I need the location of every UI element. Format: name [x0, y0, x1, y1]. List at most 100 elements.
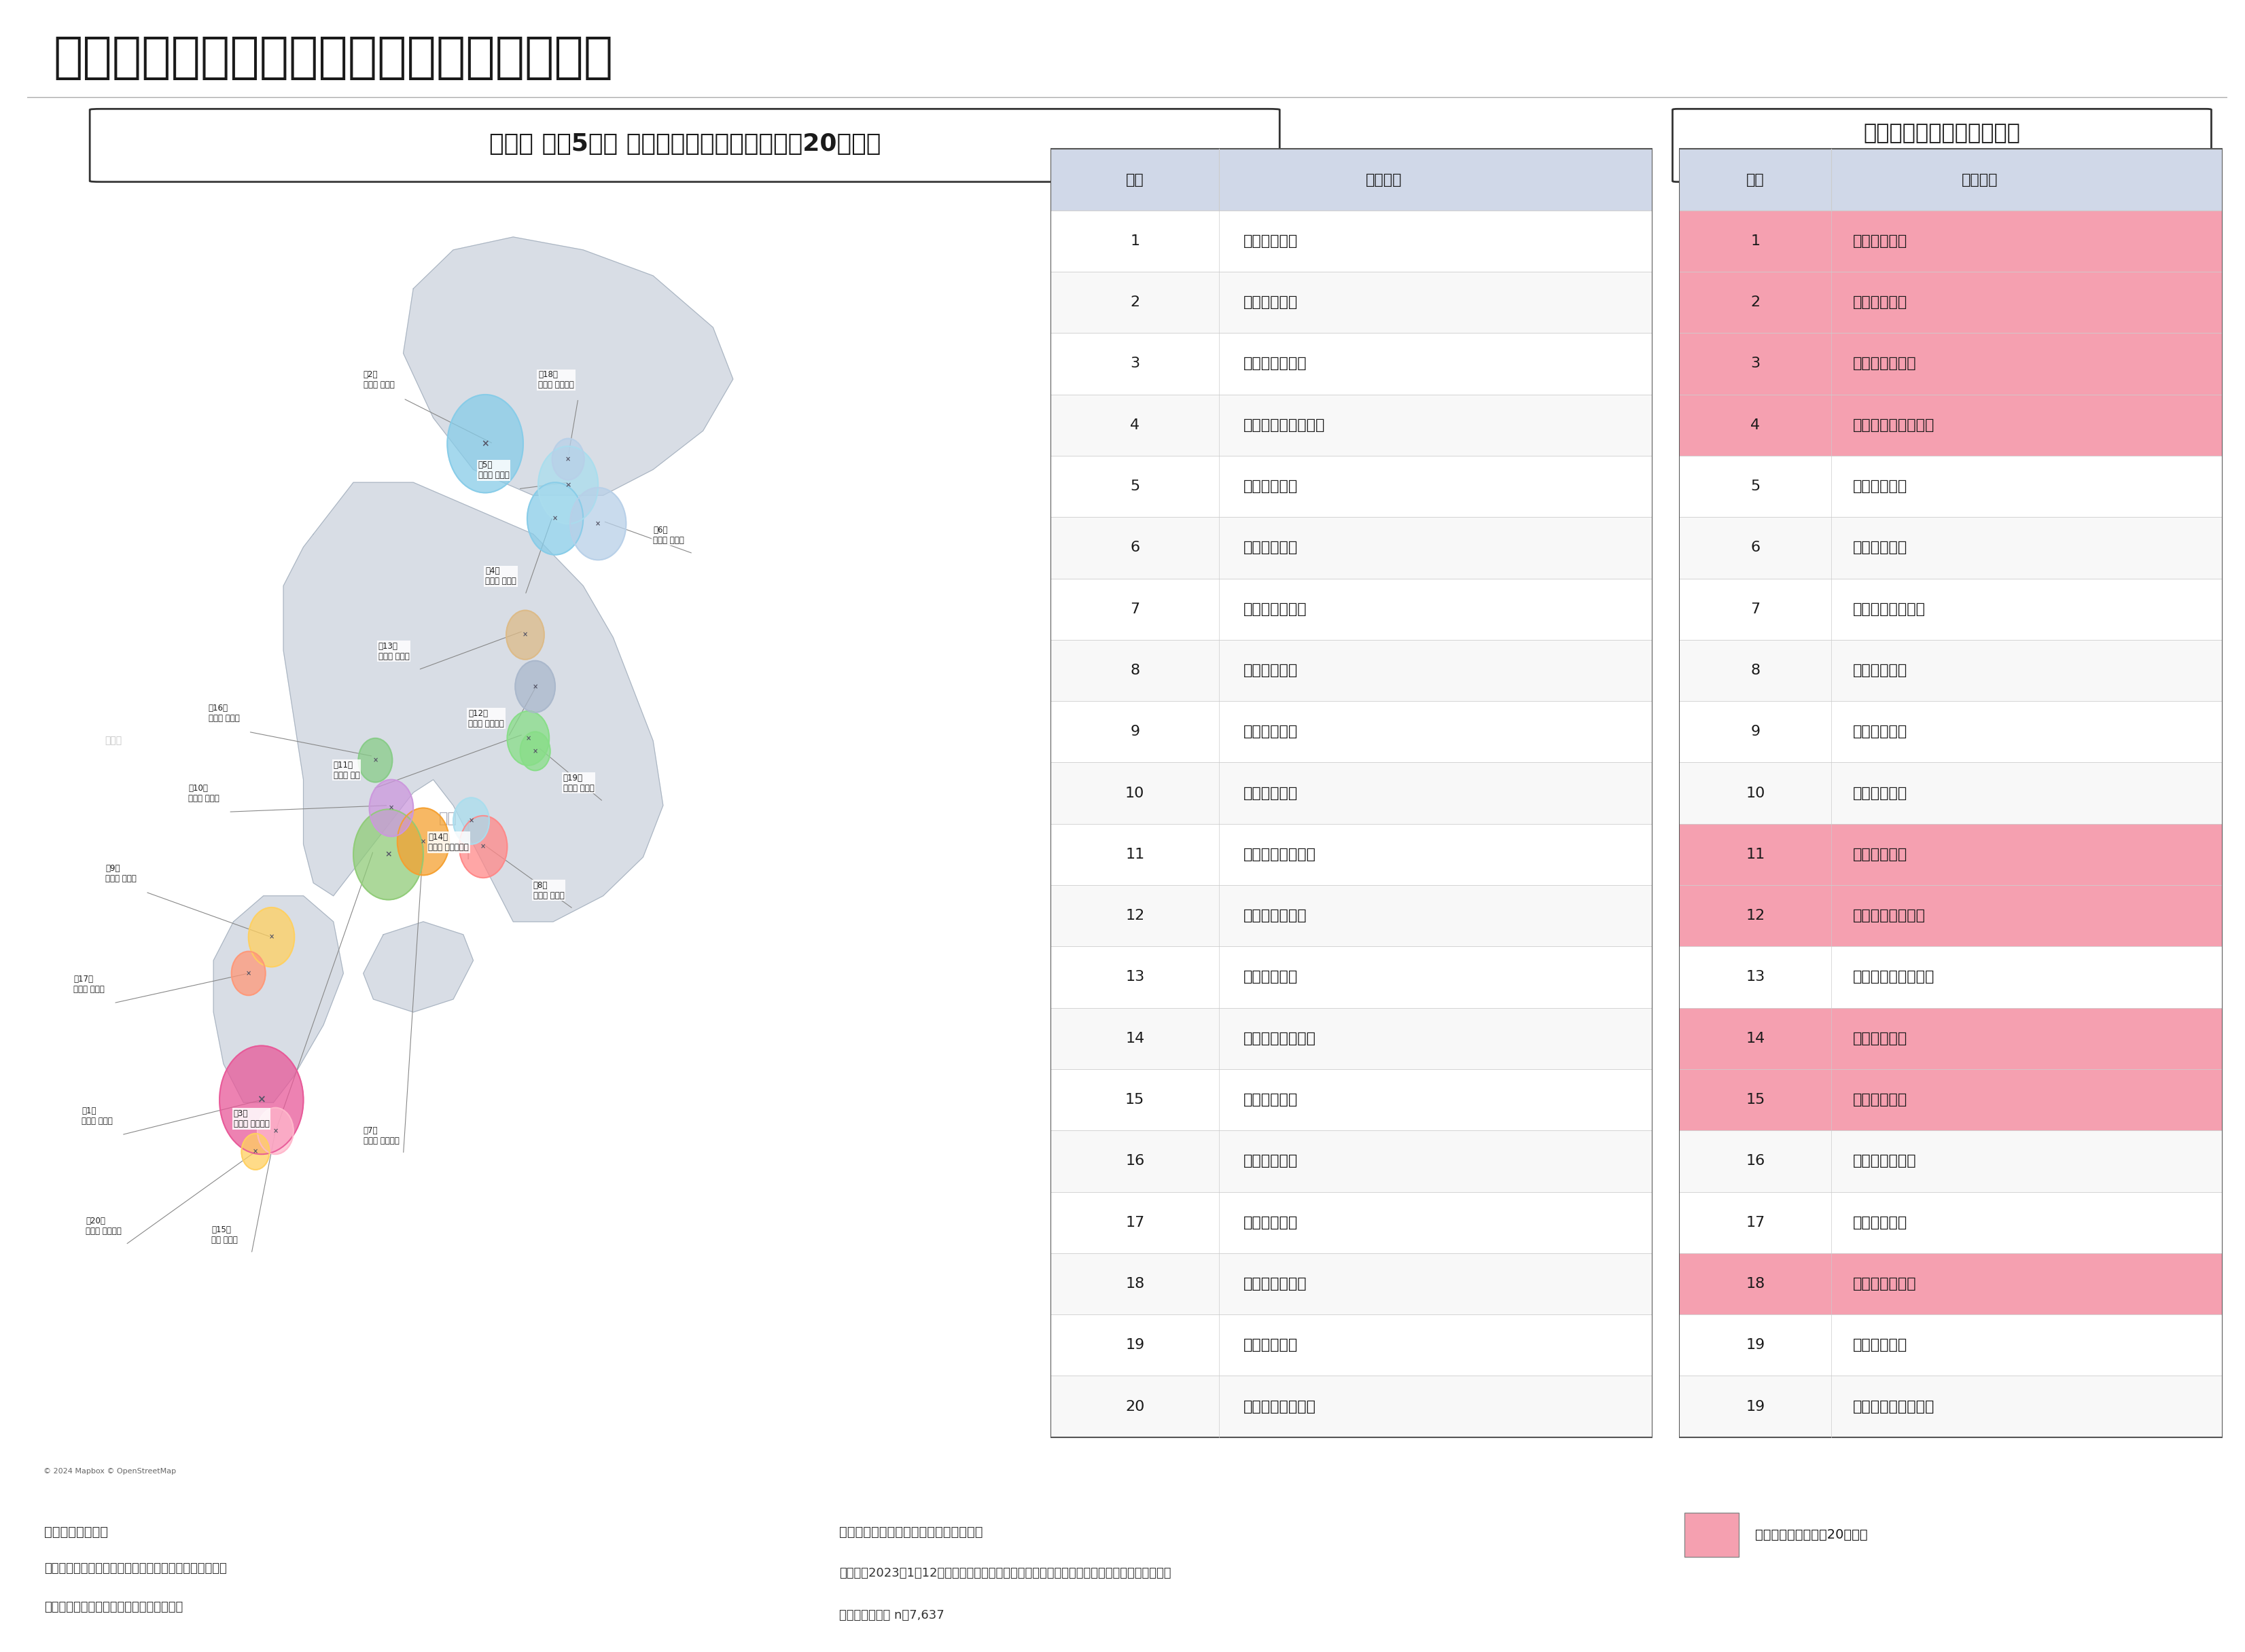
Text: 第3位
大阪府 泉佐野市: 第3位 大阪府 泉佐野市 — [233, 1110, 269, 1128]
Text: 第15位
宮崎 宮崎市: 第15位 宮崎 宮崎市 — [211, 1226, 238, 1244]
Text: ×: × — [272, 1128, 278, 1135]
Bar — [1679, 700, 2223, 763]
Text: 第1位
宮崎県 都城市: 第1位 宮崎県 都城市 — [81, 1107, 112, 1125]
Text: 17: 17 — [1747, 1216, 1765, 1229]
Text: ×: × — [258, 1095, 265, 1105]
Text: 自治体名: 自治体名 — [1962, 173, 1998, 187]
Text: 12: 12 — [1125, 909, 1145, 922]
Circle shape — [359, 738, 393, 781]
Text: 愛知県名古屋市: 愛知県名古屋市 — [1244, 603, 1307, 616]
Text: 第5位
北海道 別海町: 第5位 北海道 別海町 — [478, 461, 510, 479]
Bar — [1051, 210, 1652, 271]
Text: ×: × — [373, 757, 377, 763]
Text: 茨城県守谷市: 茨城県守谷市 — [1244, 1338, 1298, 1351]
Text: 2: 2 — [1129, 296, 1140, 309]
Text: 9: 9 — [1129, 725, 1140, 738]
Bar — [1051, 1008, 1652, 1069]
Text: 宮崎県宮崎市: 宮崎県宮崎市 — [1852, 540, 1908, 555]
Text: 福岡県飯塚市: 福岡県飯塚市 — [1244, 725, 1298, 738]
Circle shape — [460, 816, 507, 877]
Polygon shape — [364, 922, 474, 1013]
Circle shape — [505, 610, 543, 659]
Text: 第20位
鹿児島 志布志市: 第20位 鹿児島 志布志市 — [85, 1216, 121, 1236]
Text: 宮崎県都城市: 宮崎県都城市 — [1244, 235, 1298, 248]
Text: 第18位
北海道 弟子屈町: 第18位 北海道 弟子屈町 — [539, 370, 575, 390]
Text: ×: × — [532, 684, 539, 691]
Bar — [1679, 639, 2223, 700]
Circle shape — [453, 798, 489, 844]
Bar — [1051, 824, 1652, 885]
Bar — [1051, 885, 1652, 947]
Bar — [1051, 395, 1652, 456]
Text: 第8位
静岡県 焼津市: 第8位 静岡県 焼津市 — [534, 881, 563, 900]
Text: 北海道千歳市: 北海道千歳市 — [1852, 664, 1908, 677]
Text: 8: 8 — [1751, 664, 1760, 677]
Bar — [1051, 1191, 1652, 1254]
Text: 岩手県花巻市: 岩手県花巻市 — [1244, 970, 1298, 985]
Text: 第14位
山梨県 富士吉田市: 第14位 山梨県 富士吉田市 — [429, 833, 469, 852]
Bar — [1051, 639, 1652, 700]
Bar — [1679, 1069, 2223, 1130]
Text: 13: 13 — [1747, 970, 1765, 985]
Text: ×: × — [525, 735, 532, 742]
Text: ×: × — [595, 520, 602, 527]
Bar — [1051, 1315, 1652, 1376]
Bar — [1679, 824, 2223, 885]
Bar — [1679, 885, 2223, 947]
Text: 第4位
北海道 白糠町: 第4位 北海道 白糠町 — [485, 567, 516, 586]
Circle shape — [258, 1108, 294, 1155]
Text: 北海道弟子屈町: 北海道弟子屈町 — [1244, 1277, 1307, 1290]
Bar — [1679, 947, 2223, 1008]
Circle shape — [220, 1046, 303, 1155]
Text: 北海道根室市: 北海道根室市 — [1244, 540, 1298, 555]
Circle shape — [370, 780, 413, 836]
Bar — [1679, 1130, 2223, 1191]
Text: 北海道根室市: 北海道根室市 — [1852, 479, 1908, 494]
Polygon shape — [404, 236, 734, 496]
Text: 佐賀県上峰町: 佐賀県上峰町 — [1244, 1216, 1298, 1229]
Text: 11: 11 — [1747, 847, 1765, 861]
Text: © 2024 Mapbox © OpenStreetMap: © 2024 Mapbox © OpenStreetMap — [43, 1469, 177, 1475]
Text: 京都府京都市: 京都府京都市 — [1244, 786, 1298, 800]
Text: 北海道別海町: 北海道別海町 — [1244, 479, 1298, 494]
Text: 鹿児島県志布志市: 鹿児島県志布志市 — [1852, 909, 1926, 922]
FancyBboxPatch shape — [1673, 109, 2211, 182]
Circle shape — [528, 482, 584, 555]
Bar — [1679, 763, 2223, 824]
Text: 10: 10 — [1125, 786, 1145, 800]
Bar — [1051, 334, 1652, 395]
Bar — [1051, 1069, 1652, 1130]
Polygon shape — [213, 895, 343, 1102]
Text: 順位: 順位 — [1125, 173, 1145, 187]
Text: 宮城県気仙沼市: 宮城県気仙沼市 — [1244, 909, 1307, 922]
Text: 19: 19 — [1747, 1338, 1765, 1351]
Text: 福井県敦賀市: 福井県敦賀市 — [1244, 1155, 1298, 1168]
Bar — [1679, 1008, 2223, 1069]
Text: ベース：2023年1～12月にふるさと納税で寄附をした人のうち、寄附先の自治体を回答した人: ベース：2023年1～12月にふるさと納税で寄附をした人のうち、寄附先の自治体を… — [840, 1568, 1172, 1579]
Text: 北海道白糠郡白糠町: 北海道白糠郡白糠町 — [1852, 418, 1935, 431]
Circle shape — [570, 487, 626, 560]
Bar — [1051, 947, 1652, 1008]
Text: 13: 13 — [1125, 970, 1145, 985]
Text: 12: 12 — [1747, 909, 1765, 922]
Bar — [1679, 517, 2223, 578]
Text: サンプルサイズ n＝7,637: サンプルサイズ n＝7,637 — [840, 1609, 945, 1621]
Text: 山形県山形市: 山形県山形市 — [1852, 1338, 1908, 1351]
Bar — [1679, 1191, 2223, 1254]
Text: 5: 5 — [1751, 479, 1760, 494]
Circle shape — [231, 952, 265, 995]
Text: 茨城県猿島郡境町: 茨城県猿島郡境町 — [1244, 847, 1316, 861]
Text: ×: × — [245, 970, 251, 976]
Bar — [1679, 395, 2223, 456]
Bar — [1684, 1513, 1740, 1556]
Bar — [1051, 149, 1652, 210]
Text: ふるさと納税寄附先自治体人気ランキング: ふるさと納税寄附先自治体人気ランキング — [54, 35, 613, 81]
Text: 第12位
宮城県 気仙沼市: 第12位 宮城県 気仙沼市 — [469, 709, 505, 729]
Text: 第2位
北海道 紋別市: 第2位 北海道 紋別市 — [364, 370, 395, 390]
Text: 茨城県猿島郡境町: 茨城県猿島郡境町 — [1852, 603, 1926, 616]
Text: ×: × — [388, 805, 395, 811]
Text: 8: 8 — [1129, 664, 1140, 677]
Text: 10: 10 — [1747, 786, 1765, 800]
Text: 11: 11 — [1125, 847, 1145, 861]
Text: 北海道北見市: 北海道北見市 — [1852, 786, 1908, 800]
